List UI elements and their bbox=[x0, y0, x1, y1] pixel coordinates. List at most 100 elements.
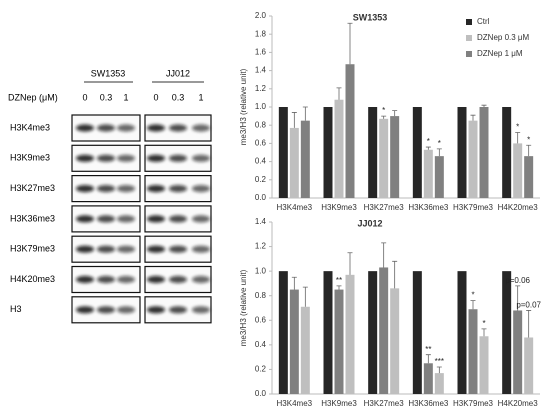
significance-label: * bbox=[471, 291, 474, 300]
blot-band bbox=[76, 215, 94, 223]
x-tick-label: H3K9me3 bbox=[321, 203, 357, 212]
bar bbox=[334, 99, 344, 198]
x-tick-label: H3K79me3 bbox=[453, 399, 494, 408]
blot-band bbox=[192, 154, 210, 162]
y-tick-label: 1.0 bbox=[255, 102, 267, 111]
blot-band bbox=[147, 154, 165, 162]
bar bbox=[513, 310, 523, 394]
significance-label: * bbox=[516, 123, 519, 132]
y-tick-label: 1.4 bbox=[255, 217, 267, 226]
y-tick-label: 0.2 bbox=[255, 175, 267, 184]
bar bbox=[368, 271, 378, 394]
bar bbox=[345, 64, 355, 198]
blot-row-label: H3K9me3 bbox=[10, 153, 50, 163]
x-tick-label: H3K27me3 bbox=[364, 399, 405, 408]
dose-label: 1 bbox=[123, 92, 128, 102]
y-tick-label: 1.2 bbox=[255, 84, 267, 93]
error-bar bbox=[336, 285, 342, 290]
blot-band bbox=[192, 306, 210, 314]
bar bbox=[479, 107, 489, 198]
y-tick-label: 1.2 bbox=[255, 242, 267, 251]
significance-label: * bbox=[427, 137, 430, 146]
x-tick-label: H3K27me3 bbox=[364, 203, 405, 212]
cell-line-label: JJ012 bbox=[166, 68, 190, 78]
blot-band bbox=[76, 306, 94, 314]
bar bbox=[300, 120, 310, 198]
chart-title: SW1353 bbox=[353, 12, 388, 22]
y-tick-label: 0.0 bbox=[255, 193, 267, 202]
blot-band bbox=[76, 185, 94, 193]
bar bbox=[524, 156, 534, 198]
bar bbox=[323, 271, 333, 394]
blot-row-label: H3K79me3 bbox=[10, 244, 55, 254]
error-bar bbox=[515, 132, 521, 144]
legend-label: DZNep 0.3 μM bbox=[477, 33, 530, 42]
blot-band bbox=[147, 275, 165, 284]
y-tick-label: 1.6 bbox=[255, 48, 267, 57]
legend-swatch bbox=[466, 19, 472, 25]
blot-band bbox=[76, 245, 94, 253]
error-bar bbox=[515, 285, 521, 311]
y-tick-label: 0.8 bbox=[255, 291, 267, 300]
error-bar bbox=[470, 114, 476, 121]
dose-label: 0 bbox=[82, 92, 87, 102]
error-bar bbox=[436, 366, 442, 374]
blot-band bbox=[117, 306, 135, 314]
bar bbox=[345, 274, 355, 394]
blot-row-label: H4K20me3 bbox=[10, 274, 55, 284]
blot-band bbox=[97, 306, 115, 314]
legend-swatch bbox=[466, 51, 472, 57]
bar bbox=[278, 107, 288, 198]
bar bbox=[524, 337, 534, 394]
blot-band bbox=[147, 245, 165, 253]
bar bbox=[468, 309, 478, 394]
x-tick-label: H3K4me3 bbox=[277, 399, 313, 408]
y-tick-label: 0.8 bbox=[255, 120, 267, 129]
blot-band bbox=[169, 154, 187, 162]
error-bar bbox=[470, 300, 476, 310]
blot-band bbox=[97, 275, 115, 284]
error-bar bbox=[291, 112, 297, 128]
significance-label: ** bbox=[336, 276, 342, 285]
x-tick-label: H3K36me3 bbox=[408, 399, 449, 408]
blot-band bbox=[147, 124, 165, 132]
blot-band bbox=[76, 124, 94, 132]
bar bbox=[468, 120, 478, 198]
bar bbox=[278, 271, 288, 394]
y-tick-label: 2.0 bbox=[255, 11, 267, 20]
blot-band bbox=[192, 275, 210, 284]
error-bar bbox=[526, 310, 532, 338]
y-tick-label: 1.0 bbox=[255, 266, 267, 275]
error-bar bbox=[481, 328, 487, 337]
blot-band bbox=[97, 124, 115, 132]
blot-band bbox=[169, 245, 187, 253]
y-tick-label: 0.0 bbox=[255, 389, 267, 398]
error-bar bbox=[425, 354, 431, 364]
blot-band bbox=[117, 215, 135, 223]
blot-band bbox=[147, 215, 165, 223]
blot-band bbox=[117, 245, 135, 253]
legend-label: DZNep 1 μM bbox=[477, 49, 523, 58]
blot-band bbox=[97, 154, 115, 162]
y-tick-label: 1.8 bbox=[255, 29, 267, 38]
bar bbox=[334, 289, 344, 394]
x-tick-label: H3K4me3 bbox=[277, 203, 313, 212]
blot-band bbox=[192, 124, 210, 132]
significance-label: p=0.07 bbox=[516, 301, 541, 310]
bar bbox=[323, 107, 333, 198]
significance-label: * bbox=[482, 319, 485, 328]
chart-title: JJ012 bbox=[357, 218, 382, 228]
bar bbox=[513, 143, 523, 198]
blot-band bbox=[169, 306, 187, 314]
bar bbox=[390, 288, 400, 394]
blot-band bbox=[97, 215, 115, 223]
blot-band bbox=[76, 154, 94, 162]
blot-band bbox=[169, 185, 187, 193]
blot-band bbox=[192, 245, 210, 253]
y-tick-label: 0.2 bbox=[255, 365, 267, 374]
bar bbox=[289, 289, 299, 394]
significance-label: *** bbox=[435, 357, 444, 366]
error-bar bbox=[392, 260, 398, 289]
legend-label: Ctrl bbox=[477, 17, 490, 26]
